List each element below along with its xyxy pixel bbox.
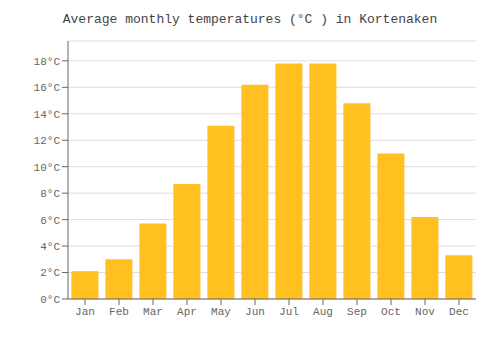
svg-text:Mar: Mar	[143, 306, 163, 318]
svg-text:Apr: Apr	[177, 306, 197, 318]
svg-text:14°C: 14°C	[34, 109, 61, 121]
svg-text:8°C: 8°C	[40, 188, 60, 200]
svg-text:Sep: Sep	[347, 306, 367, 318]
svg-text:Oct: Oct	[381, 306, 401, 318]
svg-text:10°C: 10°C	[34, 162, 61, 174]
html-text:Average monthly temperatures (: Average monthly temperatures (°C ) in Ko…	[62, 12, 438, 27]
svg-text:0°C: 0°C	[40, 294, 60, 306]
svg-text:Feb: Feb	[109, 306, 129, 318]
svg-text:4°C: 4°C	[40, 241, 60, 253]
svg-text:Jul: Jul	[279, 306, 299, 318]
svg-text:16°C: 16°C	[34, 82, 61, 94]
svg-text:Aug: Aug	[313, 306, 333, 318]
svg-text:12°C: 12°C	[34, 135, 61, 147]
svg-text:Dec: Dec	[449, 306, 469, 318]
svg-text:Jun: Jun	[245, 306, 265, 318]
svg-text:Jan: Jan	[75, 306, 95, 318]
svg-text:6°C: 6°C	[40, 215, 60, 227]
svg-text:2°C: 2°C	[40, 267, 60, 279]
svg-text:May: May	[211, 306, 231, 318]
svg-text:18°C: 18°C	[34, 56, 61, 68]
svg-text:Nov: Nov	[415, 306, 435, 318]
